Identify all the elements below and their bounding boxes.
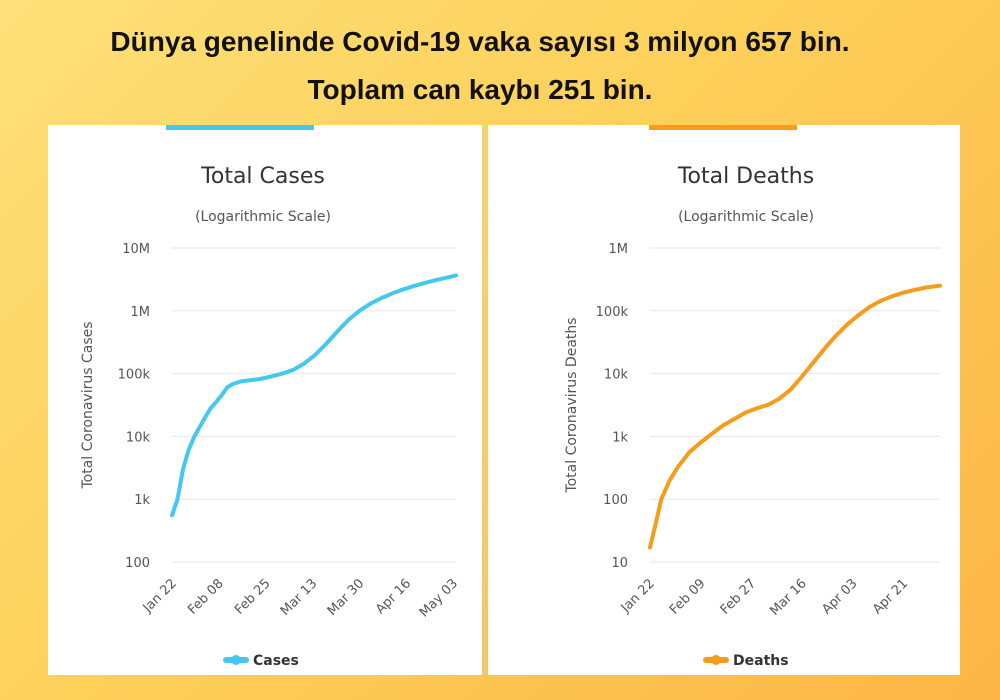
headline-line-2: Toplam can kaybı 251 bin.: [307, 74, 653, 105]
x-tick-label: Feb 27: [718, 576, 760, 618]
chart-title: Total Deaths: [677, 164, 814, 189]
y-tick-label: 100: [125, 556, 150, 571]
x-tick-label: Apr 16: [373, 576, 414, 617]
y-tick-label: 100k: [118, 368, 151, 383]
chart-tab-indicator: [649, 125, 797, 130]
chart-subtitle: (Logarithmic Scale): [678, 209, 814, 225]
x-tick-label: Apr 21: [870, 576, 911, 617]
chart-subtitle: (Logarithmic Scale): [195, 209, 331, 225]
legend-label: Cases: [253, 653, 299, 669]
y-tick-label: 1M: [609, 242, 629, 257]
legend-marker: [231, 655, 241, 665]
x-tick-label: Apr 03: [819, 576, 860, 617]
y-tick-label: 10k: [604, 368, 629, 383]
y-tick-label: 100: [603, 493, 628, 508]
x-tick-label: Jan 22: [618, 576, 658, 616]
headline-line-1: Dünya genelinde Covid-19 vaka sayısı 3 m…: [110, 26, 850, 57]
y-tick-label: 1k: [612, 430, 628, 445]
x-tick-label: Feb 25: [232, 576, 274, 618]
y-tick-label: 1M: [131, 305, 151, 320]
y-tick-label: 10k: [126, 430, 151, 445]
y-tick-label: 10: [611, 556, 628, 571]
legend-marker: [711, 655, 721, 665]
y-tick-label: 1k: [134, 493, 150, 508]
x-tick-label: Feb 09: [667, 576, 709, 618]
legend-label: Deaths: [733, 653, 789, 669]
x-tick-label: Jan 22: [140, 576, 180, 616]
x-tick-label: Mar 30: [325, 576, 368, 619]
y-axis-label: Total Coronavirus Deaths: [564, 317, 580, 493]
panel-divider: [484, 125, 485, 675]
x-tick-label: Mar 16: [767, 576, 810, 619]
total-cases-chart: Total Cases (Logarithmic Scale) 100 1k 10k 10…: [80, 164, 461, 669]
y-tick-label: 100k: [596, 305, 629, 320]
chart-panel-total-cases: Total Cases (Logarithmic Scale) 100 1k 10k 10…: [48, 125, 482, 675]
y-tick-label: 10M: [122, 242, 150, 257]
chart-tab-indicator: [166, 125, 314, 130]
series-line-deaths: [648, 283, 942, 550]
y-axis-label: Total Coronavirus Cases: [80, 321, 96, 489]
x-tick-label: Mar 13: [278, 576, 321, 619]
chart-title: Total Cases: [200, 164, 325, 189]
chart-panel-total-deaths: Total Deaths (Logarithmic Scale) 10 100 1k 10…: [488, 125, 960, 675]
x-tick-label: Feb 08: [185, 576, 227, 618]
total-deaths-chart: Total Deaths (Logarithmic Scale) 10 100 1k 10…: [564, 164, 942, 669]
x-tick-label: May 03: [417, 576, 461, 620]
series-line-cases: [170, 273, 458, 518]
